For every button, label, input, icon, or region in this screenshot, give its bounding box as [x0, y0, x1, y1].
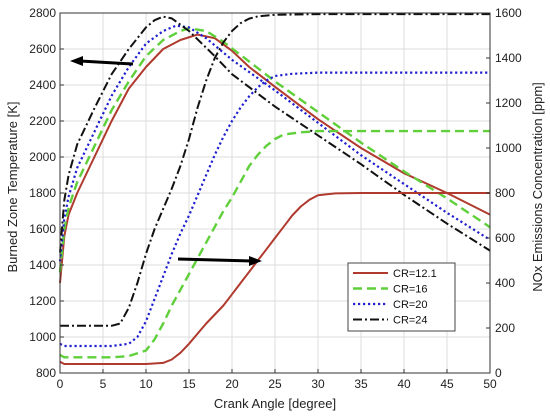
x-tick-label: 10	[139, 377, 153, 391]
y-right-tick-label: 600	[495, 231, 515, 245]
arrow-to-right-axis	[177, 257, 253, 263]
series-line-cr16-temperature	[58, 27, 491, 273]
x-tick-label: 15	[182, 377, 196, 391]
y-right-tick-label: 400	[495, 276, 515, 290]
x-tick-label: 25	[268, 377, 282, 391]
axis-arrows	[70, 56, 262, 266]
y-left-tick-label: 2400	[29, 78, 56, 92]
x-tick-label: 50	[483, 377, 497, 391]
x-tick-label: 5	[100, 377, 107, 391]
series-line-cr16-nox	[59, 129, 490, 359]
y-left-tick-label: 2600	[29, 42, 56, 56]
arrow-to-left-axis	[79, 59, 134, 66]
legend: CR=12.1 CR=16 CR=20 CR=24	[347, 262, 456, 332]
arrow-to-right-axis-head	[249, 256, 262, 266]
legend-label: CR=24	[393, 315, 428, 327]
legend-label: CR=16	[393, 284, 428, 296]
y-left-tick-label: 2200	[29, 114, 56, 128]
x-tick-label: 30	[311, 377, 325, 391]
x-tick-label: 0	[57, 377, 64, 391]
y-right-tick-label: 800	[495, 186, 515, 200]
y-left-tick-label: 2800	[29, 6, 56, 20]
x-tick-label: 35	[354, 377, 368, 391]
x-tick-label: 20	[225, 377, 239, 391]
legend-label: CR=12.1	[393, 268, 437, 280]
y-left-tick-label: 800	[36, 366, 56, 380]
y-right-tick-label: 1200	[495, 96, 522, 110]
legend-label: CR=20	[393, 299, 428, 311]
series-line-cr24-temperature	[59, 15, 491, 253]
y-axis-left-label: Burned Zone Temperature [K]	[5, 101, 20, 272]
y-left-tick-label: 1200	[29, 294, 56, 308]
series-line-cr121-nox	[59, 192, 490, 365]
y-right-tick-label: 1400	[495, 51, 522, 65]
y-left-tick-label: 1600	[29, 222, 56, 236]
x-axis-label: Crank Angle [degree]	[214, 396, 336, 411]
y-right-tick-label: 0	[495, 366, 502, 380]
arrow-to-left-axis-head	[70, 56, 83, 66]
y-axis-right-label: NOx Emissions Concentration [ppm]	[530, 82, 545, 292]
y-left-tick-label: 1400	[29, 258, 56, 272]
series-line-cr20-temperature	[58, 24, 491, 262]
series-line-cr121-temperature	[59, 33, 491, 284]
y-left-tick-label: 2000	[29, 150, 56, 164]
y-left-tick-label: 1800	[29, 186, 56, 200]
series-line-cr24-nox	[60, 13, 490, 327]
x-tick-label: 45	[440, 377, 454, 391]
tick-marks: 0 5 10 15 20 25 30 35 40 45 50 800 1000 1200 1400 1600 1…	[29, 6, 522, 391]
y-right-tick-label: 1600	[495, 6, 522, 20]
y-right-tick-label: 200	[495, 321, 515, 335]
series-lines	[58, 13, 491, 365]
x-tick-label: 40	[397, 377, 411, 391]
y-right-tick-label: 1000	[495, 141, 522, 155]
y-left-tick-label: 1000	[29, 330, 56, 344]
